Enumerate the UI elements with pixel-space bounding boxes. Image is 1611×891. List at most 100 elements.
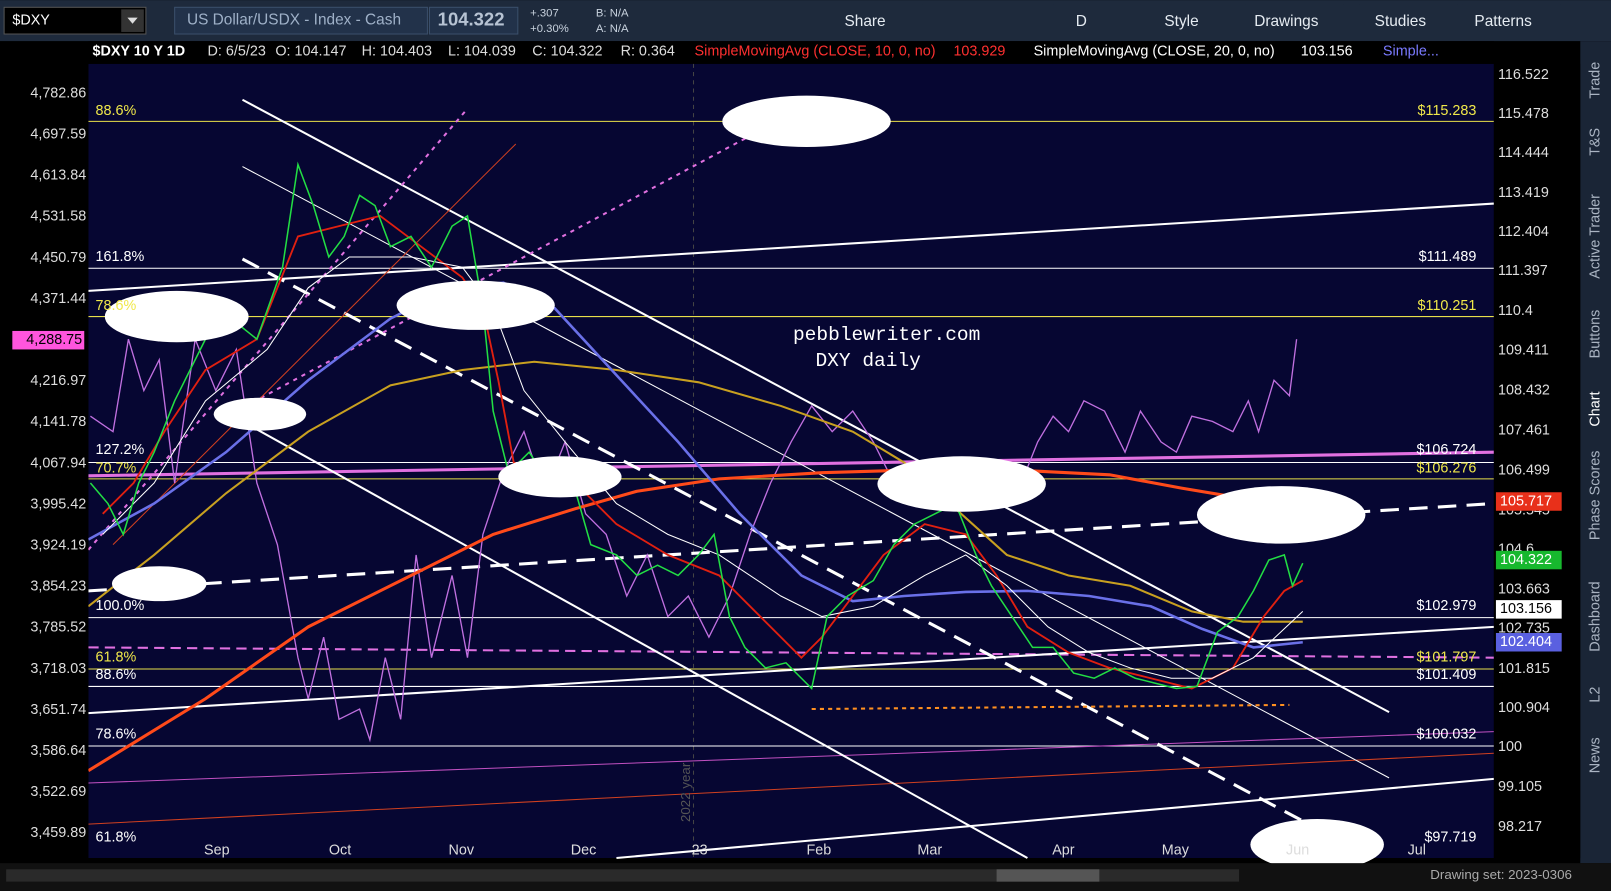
highlight-ellipse xyxy=(722,95,891,148)
highlight-ellipse xyxy=(1196,486,1366,544)
plot: pebblewriter.com DXY daily 2022 year xyxy=(87,63,1494,871)
change: +.307 xyxy=(530,7,559,19)
right-axis-label: 106.499 xyxy=(1498,462,1550,478)
year-label: 2022 year xyxy=(678,762,693,822)
left-axis-label: 3,718.03 xyxy=(30,661,86,677)
left-axis-label: 4,782.86 xyxy=(30,85,86,101)
toolbar-button[interactable] xyxy=(1140,4,1240,38)
ma-50 xyxy=(87,281,1303,649)
ma-20 xyxy=(102,256,1304,679)
axes: 4,782.86 4,697.59 4,613.84 4,531.58 4,450.79… xyxy=(12,67,1562,859)
right-axis-label: 113.419 xyxy=(1498,185,1549,201)
left-axis-highlight-label: 4,288.75 xyxy=(26,332,82,348)
x-axis-label: Feb xyxy=(806,843,831,859)
fib-label: 88.6% xyxy=(96,103,137,119)
side-tab[interactable]: Dashboard xyxy=(1587,581,1603,651)
highlight-ellipse xyxy=(1250,818,1384,871)
toolbar-button[interactable] xyxy=(1462,4,1561,38)
left-axis-label: 4,613.84 xyxy=(30,168,86,184)
fib-price: $100.032 xyxy=(1416,727,1476,743)
fib-line xyxy=(88,646,1494,659)
change-pct: +0.30% xyxy=(530,23,569,35)
right-axis-label: 100.904 xyxy=(1498,700,1550,716)
price-badge xyxy=(1495,550,1562,570)
side-tab[interactable]: News xyxy=(1587,737,1603,773)
fib-label: 61.8% xyxy=(96,829,137,845)
trend-line xyxy=(235,101,813,412)
fib-price: $106.724 xyxy=(1416,442,1476,458)
fib-price: $102.979 xyxy=(1416,598,1476,614)
button-label: Drawings xyxy=(1254,13,1319,30)
toolbar-button[interactable] xyxy=(1359,4,1458,38)
toolbar-button[interactable] xyxy=(1245,4,1344,38)
left-axis-label: 4,216.97 xyxy=(30,373,86,389)
right-axis-label: 114.444 xyxy=(1498,145,1549,161)
left-axis-label: 4,141.78 xyxy=(30,414,86,430)
toolbar-button[interactable] xyxy=(823,4,923,38)
right-axis-label: 107.461 xyxy=(1498,422,1550,438)
left-axis-highlight xyxy=(12,330,85,350)
right-axis-label: 100 xyxy=(1498,739,1522,755)
right-axis-label: 103.663 xyxy=(1498,582,1550,598)
left-axis-label: 4,697.59 xyxy=(30,127,86,143)
right-axis-label: 116.522 xyxy=(1498,67,1549,83)
x-axis-label: 23 xyxy=(692,843,708,859)
highlight-ellipse xyxy=(111,566,207,602)
right-axis-label: 111.397 xyxy=(1498,263,1548,279)
trend-line xyxy=(87,110,467,551)
side-tab[interactable]: Buttons xyxy=(1587,310,1603,359)
highlight-ellipse xyxy=(396,280,555,330)
header-text: L: 104.039 xyxy=(448,43,516,59)
trend-line xyxy=(112,143,517,546)
trend-line xyxy=(88,450,1494,478)
trend-line xyxy=(88,502,1494,593)
right-axis-label: 98.217 xyxy=(1498,819,1542,835)
trend-line xyxy=(88,752,1494,825)
button-label: Style xyxy=(1164,13,1198,30)
price-badge xyxy=(1495,633,1562,652)
fib-label: 88.6% xyxy=(96,667,137,683)
right-axis-label: 101.815 xyxy=(1498,661,1550,677)
side-tab[interactable]: T&S xyxy=(1587,128,1603,156)
highlight-ellipse xyxy=(213,397,307,431)
trend-line xyxy=(88,625,1494,715)
support-line xyxy=(811,703,1290,711)
fib-price: $111.489 xyxy=(1419,249,1477,265)
side-tab[interactable]: L2 xyxy=(1587,687,1603,703)
trend-line xyxy=(241,420,1028,859)
toolbar-button[interactable] xyxy=(1053,4,1099,38)
header-text: SimpleMovingAvg (CLOSE, 20, 0, no) xyxy=(1034,43,1275,59)
oscillator xyxy=(90,336,1298,743)
highlight-ellipse xyxy=(877,456,1046,512)
fib-label: 100.0% xyxy=(96,598,145,614)
symbol: $DXY xyxy=(12,12,50,28)
side-tab[interactable]: Active Trader xyxy=(1587,194,1603,279)
side-panel xyxy=(1580,41,1611,864)
right-axis-label: 108.432 xyxy=(1498,382,1550,398)
fib-price: $110.251 xyxy=(1418,298,1477,314)
side-tab[interactable]: Phase Scores xyxy=(1587,451,1603,540)
fib-price: $115.283 xyxy=(1418,103,1477,119)
fib-price: $101.409 xyxy=(1416,667,1476,683)
header-text: 103.156 xyxy=(1301,43,1353,59)
left-axis-label: 3,586.64 xyxy=(30,743,86,759)
scrollbar[interactable] xyxy=(6,869,1240,882)
header-text: $DXY 10 Y 1D xyxy=(92,43,185,59)
button-label: D xyxy=(1076,13,1087,30)
header: $DXY 10 Y 1D D: 6/5/23 O: 104.147 H: 104.40… xyxy=(92,43,1438,59)
fib-label: 61.8% xyxy=(96,649,137,665)
price-badge-label: 104.322 xyxy=(1500,552,1552,568)
left-axis-label: 3,522.69 xyxy=(30,784,86,800)
fib-label: 70.7% xyxy=(96,460,137,476)
scroll-thumb[interactable] xyxy=(996,869,1100,882)
header-text: O: 104.147 xyxy=(275,43,346,59)
fib-label: 78.6% xyxy=(96,727,137,743)
header-text: Simple... xyxy=(1383,43,1439,59)
x-axis-label: Oct xyxy=(329,843,351,859)
x-axis-label: Nov xyxy=(449,843,475,859)
price-badge-label: 102.404 xyxy=(1500,634,1552,650)
header-text: R: 0.364 xyxy=(621,43,675,59)
side-tab[interactable]: Chart xyxy=(1587,391,1603,426)
side-tab[interactable]: Trade xyxy=(1587,62,1603,99)
